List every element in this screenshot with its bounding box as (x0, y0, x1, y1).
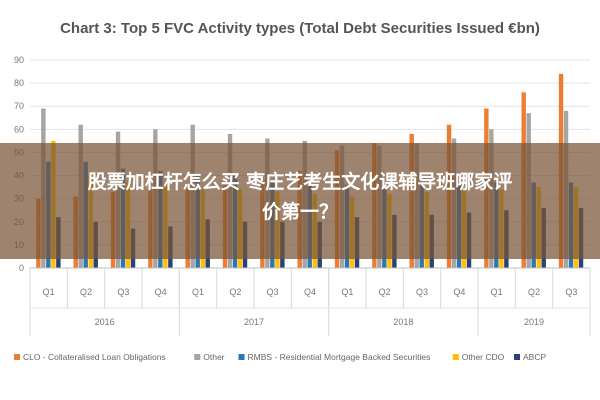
x-tick-label: Q2 (379, 287, 391, 297)
y-tick-label: 90 (14, 55, 24, 65)
x-tick-label: Q4 (453, 287, 465, 297)
x-tick-label: Q1 (192, 287, 204, 297)
chart-title: Chart 3: Top 5 FVC Activity types (Total… (60, 20, 540, 37)
legend-label: Other CDO (462, 352, 505, 362)
legend-swatch (452, 354, 459, 360)
year-label: 2019 (524, 317, 544, 327)
legend-label: RMBS - Residential Mortgage Backed Secur… (248, 352, 431, 362)
legend-label: CLO - Collateralised Loan Obligations (23, 352, 166, 362)
legend-swatch (194, 354, 201, 360)
x-tick-label: Q1 (341, 287, 353, 297)
watermark-line-2: 价第一？ (261, 201, 338, 223)
x-tick-label: Q3 (565, 287, 577, 297)
y-tick-label: 70 (14, 101, 24, 111)
watermark-text: 股票加杠杆怎么买 枣庄艺考生文化课辅导班哪家评 价第一？ (0, 167, 600, 227)
x-axis: Q1 Q2 Q3 Q4 Q1 Q2 Q3 Q4 Q1 Q2 Q3 Q4 Q1 Q2 Q3 2016 2017 20… (29, 267, 591, 336)
year-label: 2018 (393, 317, 413, 327)
legend-swatch (238, 354, 245, 360)
legend-label: Other (203, 352, 224, 362)
year-label: 2016 (95, 317, 115, 327)
watermark-banner (0, 143, 600, 259)
x-tick-label: Q3 (117, 287, 129, 297)
x-tick-label: Q4 (304, 287, 316, 297)
x-tick-label: Q2 (80, 287, 92, 297)
x-tick-label: Q1 (43, 287, 55, 297)
watermark-line-1: 股票加杠杆怎么买 枣庄艺考生文化课辅导班哪家评 (87, 171, 513, 193)
y-tick-label: 60 (14, 124, 24, 134)
legend-swatch (514, 354, 520, 360)
x-tick-label: Q4 (155, 287, 167, 297)
legend: CLO - Collateralised Loan Obligations Oth… (14, 352, 546, 362)
year-label: 2017 (244, 317, 264, 327)
legend-label: ABCP (523, 352, 546, 362)
x-tick-label: Q1 (491, 287, 503, 297)
x-tick-label: Q3 (267, 287, 279, 297)
legend-swatch (14, 354, 20, 360)
x-tick-label: Q2 (528, 287, 540, 297)
x-tick-label: Q2 (229, 287, 241, 297)
y-tick-label: 80 (14, 78, 24, 88)
y-tick-label: 0 (19, 263, 24, 273)
x-tick-label: Q3 (416, 287, 428, 297)
